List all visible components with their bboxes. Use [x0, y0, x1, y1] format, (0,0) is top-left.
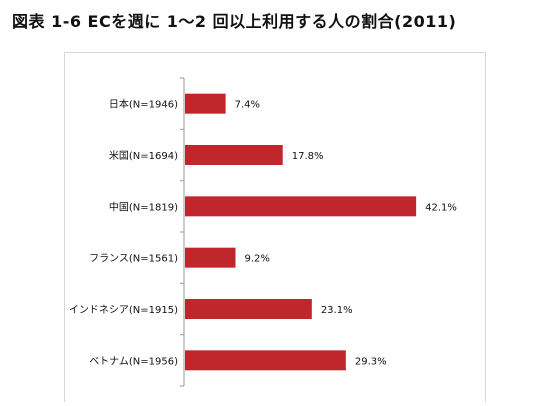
category-label: フランス(N=1561): [89, 253, 178, 265]
value-label: 29.3%: [355, 356, 387, 367]
bar: [185, 145, 283, 165]
value-label: 7.4%: [235, 100, 260, 111]
value-label: 9.2%: [245, 254, 270, 265]
bar: [185, 196, 417, 217]
bar: [185, 350, 346, 371]
category-label: 中国(N=1819): [109, 200, 178, 213]
category-label: インドネシア(N=1915): [69, 304, 178, 316]
value-label: 42.1%: [425, 202, 457, 213]
value-label: 17.8%: [292, 151, 324, 162]
category-label: 米国(N=1694): [109, 149, 178, 162]
bar: [185, 247, 236, 268]
bar: [185, 93, 226, 114]
bar: [185, 299, 312, 319]
category-label: ベトナム(N=1956): [89, 355, 178, 367]
value-label: 23.1%: [321, 305, 353, 316]
category-label: 日本(N=1946): [109, 98, 178, 111]
figure-title: 図表 1-6 ECを週に 1～2 回以上利用する人の割合(2011): [12, 12, 457, 31]
chart-frame: [64, 52, 486, 402]
